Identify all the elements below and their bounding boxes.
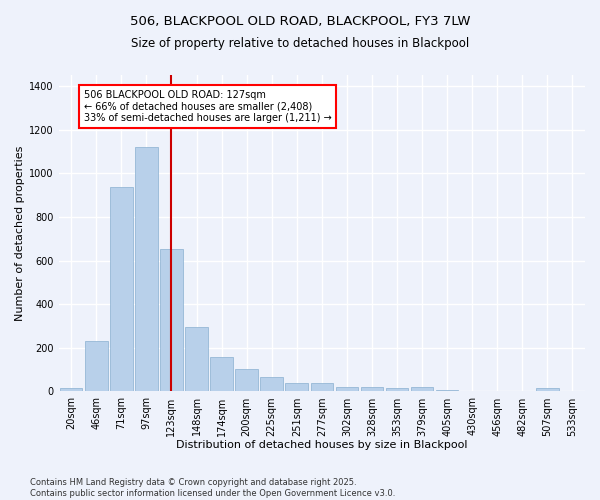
Bar — [160, 248, 183, 392]
Bar — [60, 388, 82, 392]
Text: 506 BLACKPOOL OLD ROAD: 127sqm
← 66% of detached houses are smaller (2,408)
33% : 506 BLACKPOOL OLD ROAD: 127sqm ← 66% of … — [84, 90, 331, 124]
Bar — [210, 356, 233, 392]
Bar — [361, 387, 383, 392]
Bar — [85, 342, 107, 392]
Bar — [335, 387, 358, 392]
Bar — [386, 388, 408, 392]
Bar — [260, 378, 283, 392]
Bar — [536, 388, 559, 392]
Bar — [135, 147, 158, 392]
Text: Contains HM Land Registry data © Crown copyright and database right 2025.
Contai: Contains HM Land Registry data © Crown c… — [30, 478, 395, 498]
Text: 506, BLACKPOOL OLD ROAD, BLACKPOOL, FY3 7LW: 506, BLACKPOOL OLD ROAD, BLACKPOOL, FY3 … — [130, 15, 470, 28]
X-axis label: Distribution of detached houses by size in Blackpool: Distribution of detached houses by size … — [176, 440, 467, 450]
Bar — [286, 382, 308, 392]
Bar — [185, 327, 208, 392]
Text: Size of property relative to detached houses in Blackpool: Size of property relative to detached ho… — [131, 38, 469, 51]
Bar — [110, 188, 133, 392]
Bar — [235, 368, 258, 392]
Bar — [436, 390, 458, 392]
Bar — [311, 382, 333, 392]
Bar — [411, 387, 433, 392]
Y-axis label: Number of detached properties: Number of detached properties — [15, 146, 25, 321]
